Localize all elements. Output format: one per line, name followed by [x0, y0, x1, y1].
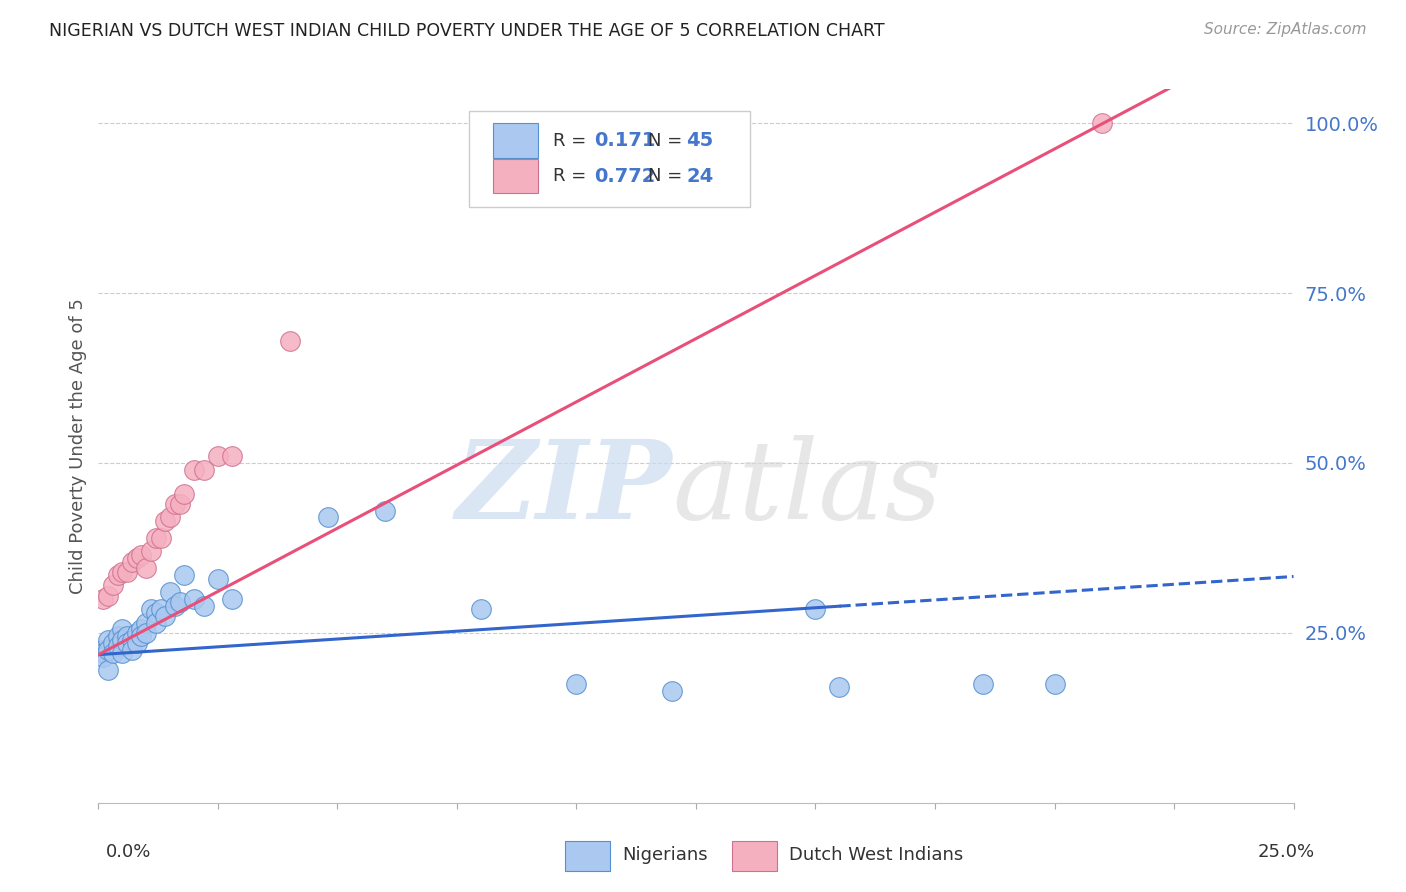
Point — [163, 599, 186, 613]
Point — [115, 629, 138, 643]
Point — [316, 510, 339, 524]
Point — [115, 636, 138, 650]
Point — [155, 514, 177, 528]
Point — [139, 544, 162, 558]
Text: R =: R = — [553, 168, 586, 186]
Point — [111, 632, 134, 647]
Text: 0.772: 0.772 — [595, 167, 655, 186]
Point — [135, 561, 157, 575]
Point — [804, 602, 827, 616]
Point — [125, 636, 148, 650]
Point — [111, 565, 134, 579]
Text: 24: 24 — [686, 167, 714, 186]
Point — [193, 599, 215, 613]
Point — [159, 585, 181, 599]
Point — [111, 646, 134, 660]
Text: N =: N = — [648, 168, 682, 186]
Point — [163, 497, 186, 511]
Point — [101, 578, 124, 592]
Point — [131, 548, 153, 562]
Point — [125, 551, 148, 566]
Point — [121, 643, 143, 657]
Point — [1091, 116, 1114, 130]
Point — [97, 643, 120, 657]
Point — [101, 646, 124, 660]
Point — [972, 677, 994, 691]
FancyBboxPatch shape — [494, 123, 538, 158]
Text: 0.171: 0.171 — [595, 131, 655, 150]
Point — [155, 608, 177, 623]
Text: NIGERIAN VS DUTCH WEST INDIAN CHILD POVERTY UNDER THE AGE OF 5 CORRELATION CHART: NIGERIAN VS DUTCH WEST INDIAN CHILD POVE… — [49, 22, 884, 40]
Point — [828, 680, 851, 694]
Point — [149, 531, 172, 545]
Point — [97, 632, 120, 647]
Point — [173, 486, 195, 500]
Point — [145, 615, 167, 630]
Point — [91, 649, 114, 664]
Point — [173, 568, 195, 582]
Point — [145, 531, 167, 545]
Point — [193, 463, 215, 477]
FancyBboxPatch shape — [733, 840, 778, 871]
Point — [207, 572, 229, 586]
Point — [278, 334, 301, 348]
Text: 45: 45 — [686, 131, 714, 150]
Point — [135, 615, 157, 630]
Point — [135, 626, 157, 640]
Point — [470, 602, 492, 616]
Point — [101, 636, 124, 650]
Point — [183, 591, 205, 606]
Point — [221, 591, 243, 606]
Point — [169, 595, 191, 609]
Point — [121, 555, 143, 569]
Point — [145, 606, 167, 620]
FancyBboxPatch shape — [494, 159, 538, 194]
Point — [115, 565, 138, 579]
Point — [183, 463, 205, 477]
Text: N =: N = — [648, 132, 682, 150]
Y-axis label: Child Poverty Under the Age of 5: Child Poverty Under the Age of 5 — [69, 298, 87, 594]
Text: 25.0%: 25.0% — [1257, 843, 1315, 861]
Point — [97, 589, 120, 603]
Point — [107, 568, 129, 582]
Point — [131, 629, 153, 643]
Text: Dutch West Indians: Dutch West Indians — [789, 846, 963, 863]
Text: atlas: atlas — [672, 435, 942, 542]
FancyBboxPatch shape — [565, 840, 610, 871]
Point — [121, 632, 143, 647]
Point — [91, 591, 114, 606]
Point — [221, 449, 243, 463]
Point — [207, 449, 229, 463]
Text: ZIP: ZIP — [456, 435, 672, 542]
Point — [125, 626, 148, 640]
Text: Source: ZipAtlas.com: Source: ZipAtlas.com — [1204, 22, 1367, 37]
Point — [374, 503, 396, 517]
Text: R =: R = — [553, 132, 586, 150]
Point — [159, 510, 181, 524]
Point — [565, 677, 588, 691]
Point — [131, 623, 153, 637]
Point — [111, 623, 134, 637]
Point — [149, 602, 172, 616]
Point — [1043, 677, 1066, 691]
Point — [91, 643, 114, 657]
Point — [139, 602, 162, 616]
Point — [661, 683, 683, 698]
Text: Nigerians: Nigerians — [621, 846, 707, 863]
Point — [91, 646, 114, 660]
FancyBboxPatch shape — [470, 111, 749, 207]
Point — [97, 663, 120, 677]
Point — [107, 629, 129, 643]
Text: 0.0%: 0.0% — [105, 843, 150, 861]
Point — [107, 640, 129, 654]
Point — [169, 497, 191, 511]
